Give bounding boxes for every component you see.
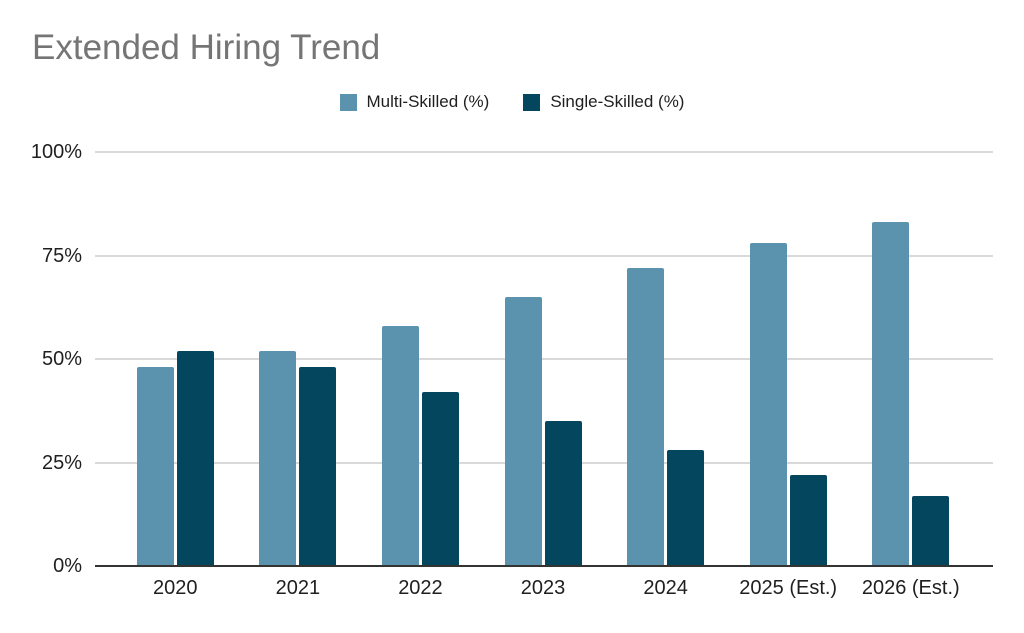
chart-title: Extended Hiring Trend: [32, 28, 381, 67]
x-tick-label: 2026 (Est.): [861, 577, 960, 599]
bar-multi-skilled-2026: [872, 222, 910, 566]
x-tick-label: 2025 (Est.): [739, 577, 838, 599]
legend-swatch-single-skilled-icon: [523, 93, 541, 111]
gridline-75%: [95, 254, 993, 257]
bar-multi-skilled-2020: [136, 367, 174, 566]
bar-single-skilled-2024: [667, 450, 705, 566]
bar-single-skilled-2021: [299, 367, 337, 566]
bar-groups: [114, 152, 972, 566]
gridline-0%: [95, 565, 993, 567]
bar-group-2024: [604, 152, 727, 566]
y-tick-label: 75%: [41, 244, 82, 267]
x-axis-labels: 2020 2021 2022 2023 2024 2025 (Est.) 2026 (Est…: [114, 577, 972, 600]
bar-single-skilled-2025: [789, 475, 827, 566]
bar-group-2021: [237, 152, 360, 566]
legend-label-multi-skilled: Multi-Skilled (%): [366, 92, 490, 111]
gridline-100%: [95, 151, 993, 153]
legend-entry-multi-skilled: Multi-Skilled (%): [339, 92, 490, 112]
bar-multi-skilled-2024: [627, 268, 665, 566]
legend-swatch-multi-skilled-icon: [339, 93, 357, 111]
x-tick-label: 2024: [643, 577, 688, 599]
bar-group-2022: [359, 152, 482, 566]
y-tick-label: 0%: [53, 555, 82, 577]
bar-multi-skilled-2021: [259, 351, 297, 566]
y-tick-label: 50%: [41, 348, 82, 370]
bar-multi-skilled-2023: [504, 297, 542, 566]
bar-single-skilled-2022: [421, 392, 459, 566]
legend-label-single-skilled: Single-Skilled (%): [550, 92, 685, 111]
bar-single-skilled-2026: [912, 496, 950, 566]
x-tick-label: 2020: [153, 577, 198, 599]
bar-single-skilled-2020: [176, 351, 214, 566]
x-tick-label: 2022: [398, 577, 443, 599]
y-tick-label: 100%: [30, 141, 82, 163]
x-tick-label: 2021: [275, 577, 321, 599]
gridline-50%: [95, 358, 993, 360]
bar-group-2026 (Est.): [849, 152, 972, 566]
chart-legend: Multi-Skilled (%) Single-Skilled (%): [0, 92, 1024, 112]
bar-group-2020: [114, 152, 237, 566]
y-tick-label: 25%: [41, 451, 82, 474]
x-tick-label: 2023: [520, 577, 566, 599]
bar-group-2025 (Est.): [727, 152, 850, 566]
bar-single-skilled-2023: [544, 421, 582, 566]
bar-multi-skilled-2022: [381, 326, 419, 566]
bar-multi-skilled-2025: [749, 243, 787, 566]
legend-entry-single-skilled: Single-Skilled (%): [523, 92, 684, 112]
gridline-25%: [95, 461, 993, 464]
bar-group-2023: [482, 152, 605, 566]
